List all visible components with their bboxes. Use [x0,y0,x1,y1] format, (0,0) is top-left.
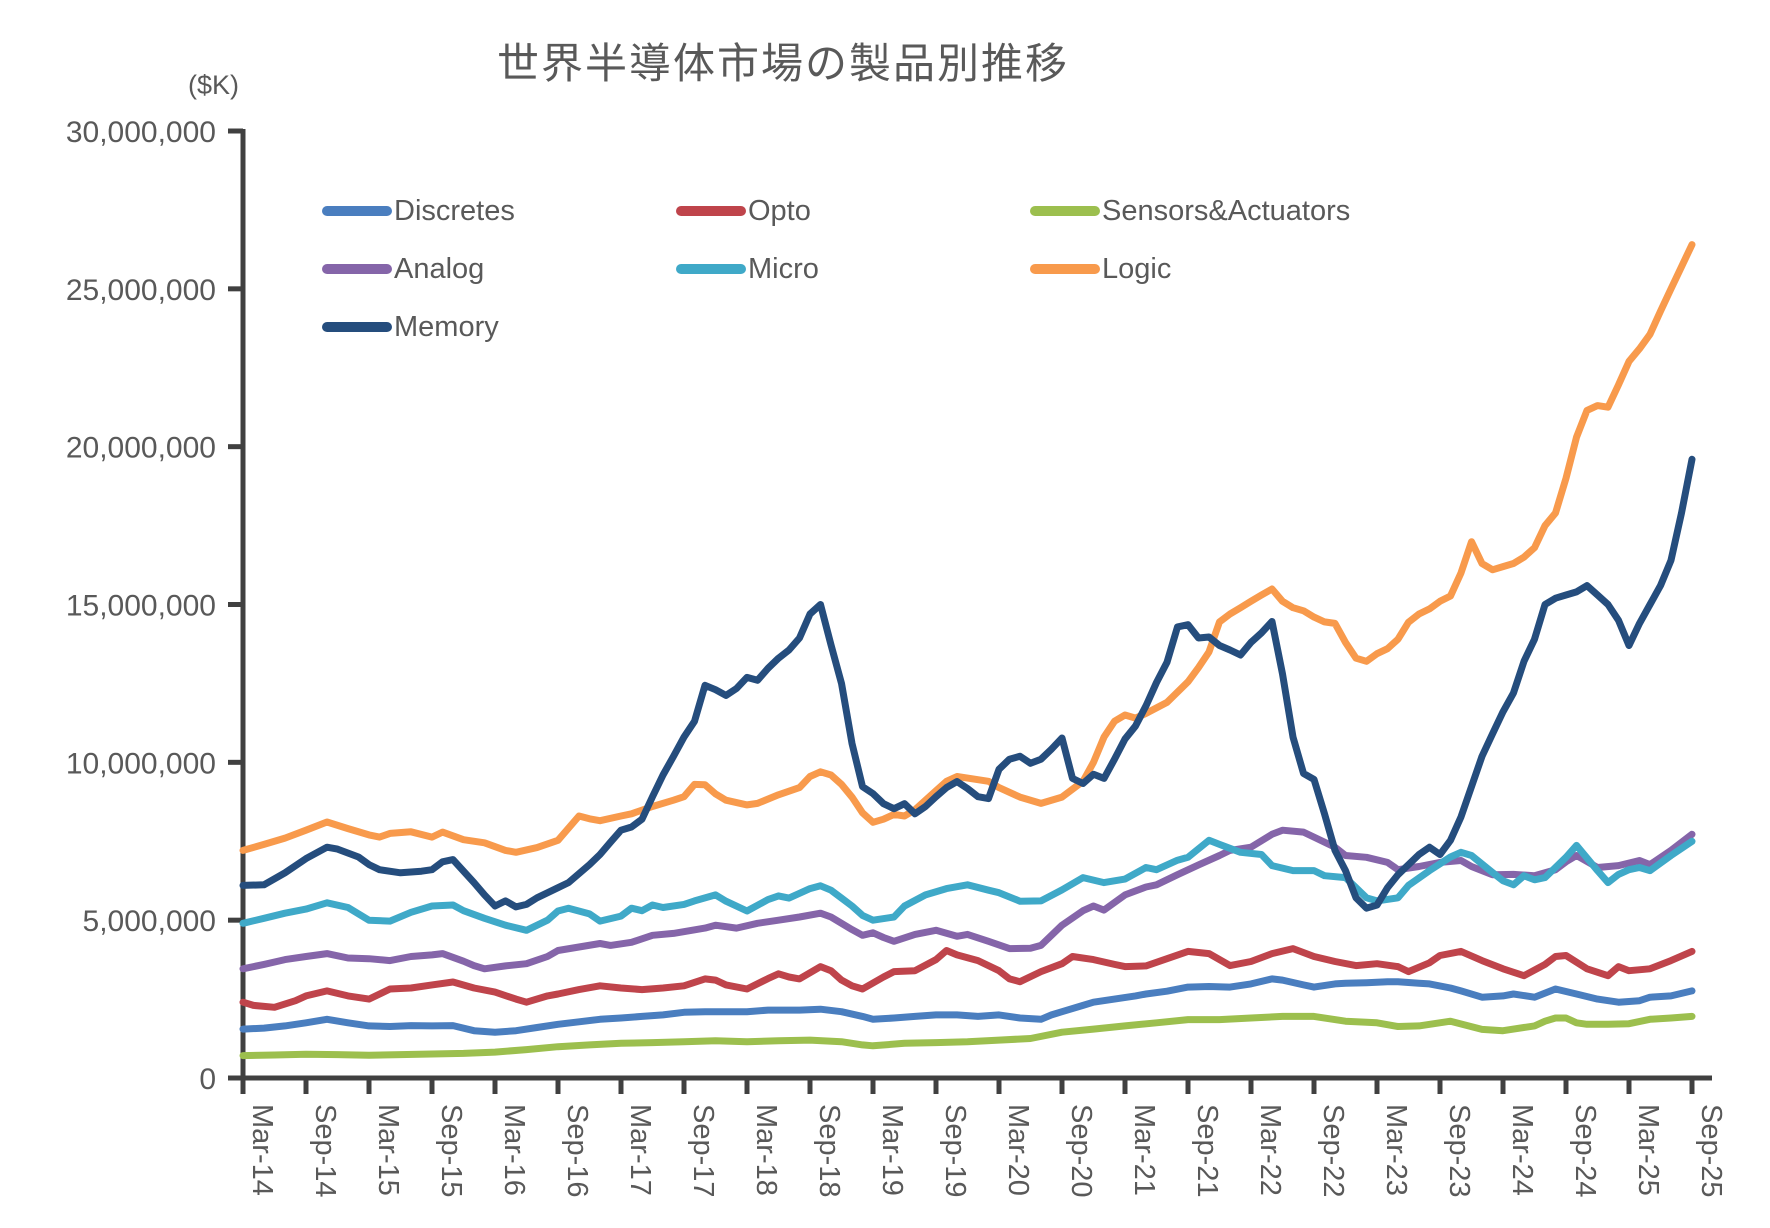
series-line-analog [239,826,1696,973]
x-axis-tick-label: Sep-23 [1443,1104,1475,1198]
legend-swatch-icon [322,322,392,332]
series-line-discretes [239,975,1696,1036]
legend-item-opto: Opto [676,195,1030,228]
x-axis-tick-label: Mar-14 [246,1104,278,1196]
x-axis-tick-label: Mar-16 [498,1104,530,1196]
legend-item-sensors-actuators: Sensors&Actuators [1030,195,1350,228]
x-axis-tick-label: Sep-22 [1317,1104,1349,1198]
y-axis-tick-label: 25,000,000 [66,274,216,307]
x-axis-tick-label: Mar-25 [1632,1104,1664,1196]
series-line-sensors-actuators [239,1012,1696,1060]
legend-item-analog: Analog [322,253,676,286]
y-axis-tick-label: 20,000,000 [66,432,216,465]
legend-swatch-icon [1030,206,1100,216]
x-axis-tick-label: Mar-23 [1380,1104,1412,1196]
legend-item-micro: Micro [676,253,1030,286]
legend-swatch-icon [676,264,746,274]
y-axis-tick-label: 10,000,000 [66,747,216,780]
x-axis-tick-label: Mar-22 [1254,1104,1286,1196]
legend-swatch-icon [322,264,392,274]
y-axis-tick-label: 30,000,000 [66,116,216,149]
chart-title: 世界半導体市場の製品別推移 [496,40,1069,87]
x-axis-tick-label: Sep-15 [435,1104,467,1198]
y-axis-tick-label: 15,000,000 [66,590,216,623]
legend-label: Discretes [394,194,515,227]
series-line-opto [239,945,1696,1011]
x-axis-tick-label: Mar-24 [1506,1104,1538,1196]
legend-label: Memory [394,310,499,343]
legend-swatch-icon [676,206,746,216]
series-line-logic [239,241,1696,856]
x-axis-tick-label: Sep-19 [939,1104,971,1198]
x-axis-tick-label: Sep-18 [813,1104,845,1198]
legend-label: Opto [748,194,811,227]
x-axis-tick-label: Sep-21 [1191,1104,1223,1198]
series-line-micro [239,836,1696,934]
x-axis-tick-label: Sep-17 [687,1104,719,1198]
legend-item-memory: Memory [322,311,676,344]
legend-label: Sensors&Actuators [1102,194,1351,227]
x-axis-tick-label: Mar-19 [876,1104,908,1196]
x-axis-tick-label: Mar-15 [372,1104,404,1196]
x-axis-tick-label: Sep-14 [309,1104,341,1198]
legend-item-discretes: Discretes [322,195,676,228]
x-axis-tick-label: Sep-24 [1569,1104,1601,1198]
chart-legend: Discretes Opto Sensors&Actuators Analog Micr… [322,182,1350,356]
series-line-memory [239,455,1696,912]
x-axis-tick-label: Sep-16 [561,1104,593,1198]
x-axis-tick-label: Mar-17 [624,1104,656,1196]
y-axis-tick-label: 0 [199,1063,216,1096]
x-axis-tick-label: Sep-20 [1065,1104,1097,1198]
x-axis-tick-label: Mar-21 [1128,1104,1160,1196]
legend-swatch-icon [322,206,392,216]
x-axis-tick-label: Mar-18 [750,1104,782,1196]
legend-swatch-icon [1030,264,1100,274]
legend-label: Logic [1102,252,1172,285]
legend-label: Analog [394,252,485,285]
x-axis-tick-label: Sep-25 [1695,1104,1727,1198]
x-axis-tick-label: Mar-20 [1002,1104,1034,1196]
y-axis-tick-label: 5,000,000 [83,905,216,938]
y-axis-unit-label: ($K) [188,70,240,100]
legend-item-logic: Logic [1030,253,1350,286]
legend-label: Micro [748,252,819,285]
